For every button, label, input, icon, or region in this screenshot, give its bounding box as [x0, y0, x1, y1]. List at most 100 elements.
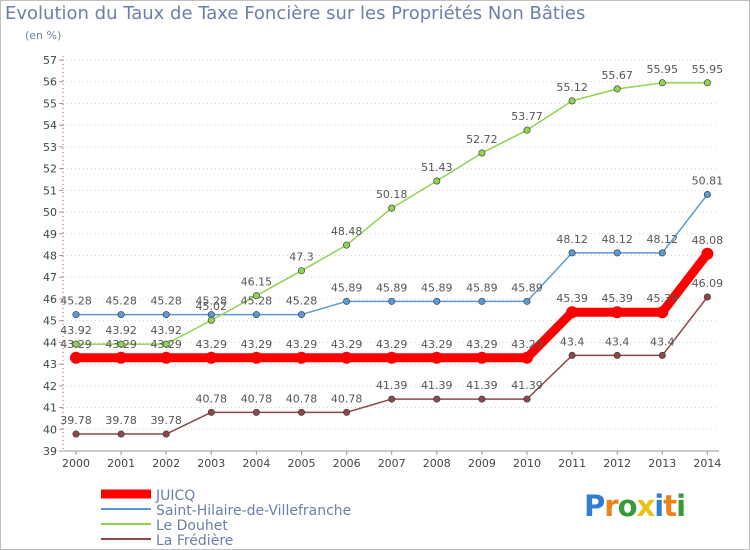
data-point — [433, 395, 441, 403]
data-label: 43.92 — [60, 324, 92, 337]
x-tick-label: 2012 — [603, 457, 631, 470]
y-tick-label: 47 — [43, 271, 57, 284]
y-tick-label: 39 — [43, 445, 57, 458]
data-point — [658, 79, 666, 87]
data-labels: 45.28 45.28 45.28 45.28 45.28 45.28 45.89 45.89… — [60, 63, 723, 427]
data-label: 40.78 — [286, 392, 318, 405]
data-point — [343, 408, 351, 416]
data-point — [703, 190, 711, 198]
data-point — [523, 395, 531, 403]
y-tick-label: 54 — [43, 119, 57, 132]
data-label: 45.89 — [331, 281, 363, 294]
data-point — [613, 351, 621, 359]
data-label: 45.28 — [286, 295, 318, 308]
x-tick-label: 2006 — [333, 457, 361, 470]
data-label: 43.29 — [196, 338, 228, 351]
data-label: 48.48 — [331, 225, 363, 238]
data-point — [478, 297, 486, 305]
y-tick-label: 45 — [43, 315, 57, 328]
x-tick-label: 2002 — [152, 457, 180, 470]
data-point — [701, 247, 714, 260]
data-label: 45.89 — [376, 281, 408, 294]
data-label: 43.29 — [511, 338, 543, 351]
data-point — [297, 267, 305, 275]
legend-label: Saint-Hilaire-de-Villefranche — [156, 503, 351, 519]
y-tick-label: 53 — [43, 141, 57, 154]
data-point — [162, 340, 170, 348]
data-point — [252, 292, 260, 300]
data-point — [566, 306, 579, 319]
data-point — [207, 316, 215, 324]
data-point — [703, 79, 711, 87]
series-lines — [70, 79, 714, 438]
data-label: 43.29 — [286, 338, 318, 351]
x-tick-label: 2013 — [648, 457, 676, 470]
chart-title: Evolution du Taux de Taxe Foncière sur l… — [5, 3, 586, 24]
y-tick-label: 55 — [43, 97, 57, 110]
data-point — [430, 351, 443, 364]
data-label: 41.39 — [421, 379, 453, 392]
data-point — [117, 430, 125, 438]
data-point — [523, 126, 531, 134]
data-label: 39.78 — [150, 414, 182, 427]
data-point — [162, 311, 170, 319]
data-point — [115, 351, 128, 364]
data-label: 53.77 — [511, 110, 543, 123]
data-label: 45.28 — [60, 295, 92, 308]
data-label: 45.28 — [196, 295, 228, 308]
logo-letter: i — [654, 489, 664, 523]
data-label: 39.78 — [60, 414, 92, 427]
data-label: 43.29 — [60, 338, 92, 351]
data-point — [521, 351, 533, 364]
y-tick-label: 56 — [43, 76, 57, 89]
y-tick-label: 50 — [43, 206, 57, 219]
data-label: 41.39 — [376, 379, 408, 392]
legend-label: La Frédière — [156, 533, 233, 549]
x-tick-label: 2010 — [513, 457, 541, 470]
data-label: 48.12 — [601, 233, 633, 246]
x-tick-label: 2011 — [558, 457, 586, 470]
data-point — [658, 249, 666, 257]
data-point — [295, 351, 308, 364]
data-point — [385, 351, 398, 364]
y-tick-label: 48 — [43, 250, 57, 263]
data-point — [72, 340, 80, 348]
data-point — [523, 297, 531, 305]
data-label: 41.39 — [466, 379, 498, 392]
data-label: 47.3 — [289, 251, 314, 264]
data-point — [478, 395, 486, 403]
data-point — [658, 351, 666, 359]
data-label: 55.12 — [556, 81, 588, 94]
data-label: 45.02 — [196, 300, 228, 313]
x-tick-label: 2007 — [378, 457, 406, 470]
data-label: 45.28 — [241, 295, 273, 308]
y-tick-label: 57 — [43, 54, 57, 67]
data-label: 40.78 — [331, 392, 363, 405]
chart-unit: (en %) — [25, 29, 62, 42]
data-label: 43.92 — [105, 324, 137, 337]
data-label: 52.72 — [466, 133, 498, 146]
data-label: 45.89 — [466, 281, 498, 294]
data-point — [252, 311, 260, 319]
y-tick-label: 51 — [43, 184, 57, 197]
data-label: 45.89 — [511, 281, 543, 294]
data-point — [656, 306, 669, 319]
y-tick-label: 42 — [43, 380, 57, 393]
y-tick-label: 43 — [43, 358, 57, 371]
data-label: 40.78 — [241, 392, 273, 405]
proxiti-logo: Proxiti — [584, 489, 686, 523]
data-point — [205, 351, 218, 364]
data-point — [117, 340, 125, 348]
data-point — [72, 311, 80, 319]
data-label: 46.09 — [692, 277, 724, 290]
data-point — [613, 249, 621, 257]
y-tick-label: 52 — [43, 163, 57, 176]
grid — [63, 59, 719, 452]
x-tick-label: 2003 — [197, 457, 225, 470]
logo-letter: P — [584, 489, 605, 523]
data-label: 43.29 — [241, 338, 273, 351]
data-label: 43.4 — [650, 335, 675, 348]
data-label: 39.78 — [105, 414, 137, 427]
data-label: 41.39 — [511, 379, 543, 392]
